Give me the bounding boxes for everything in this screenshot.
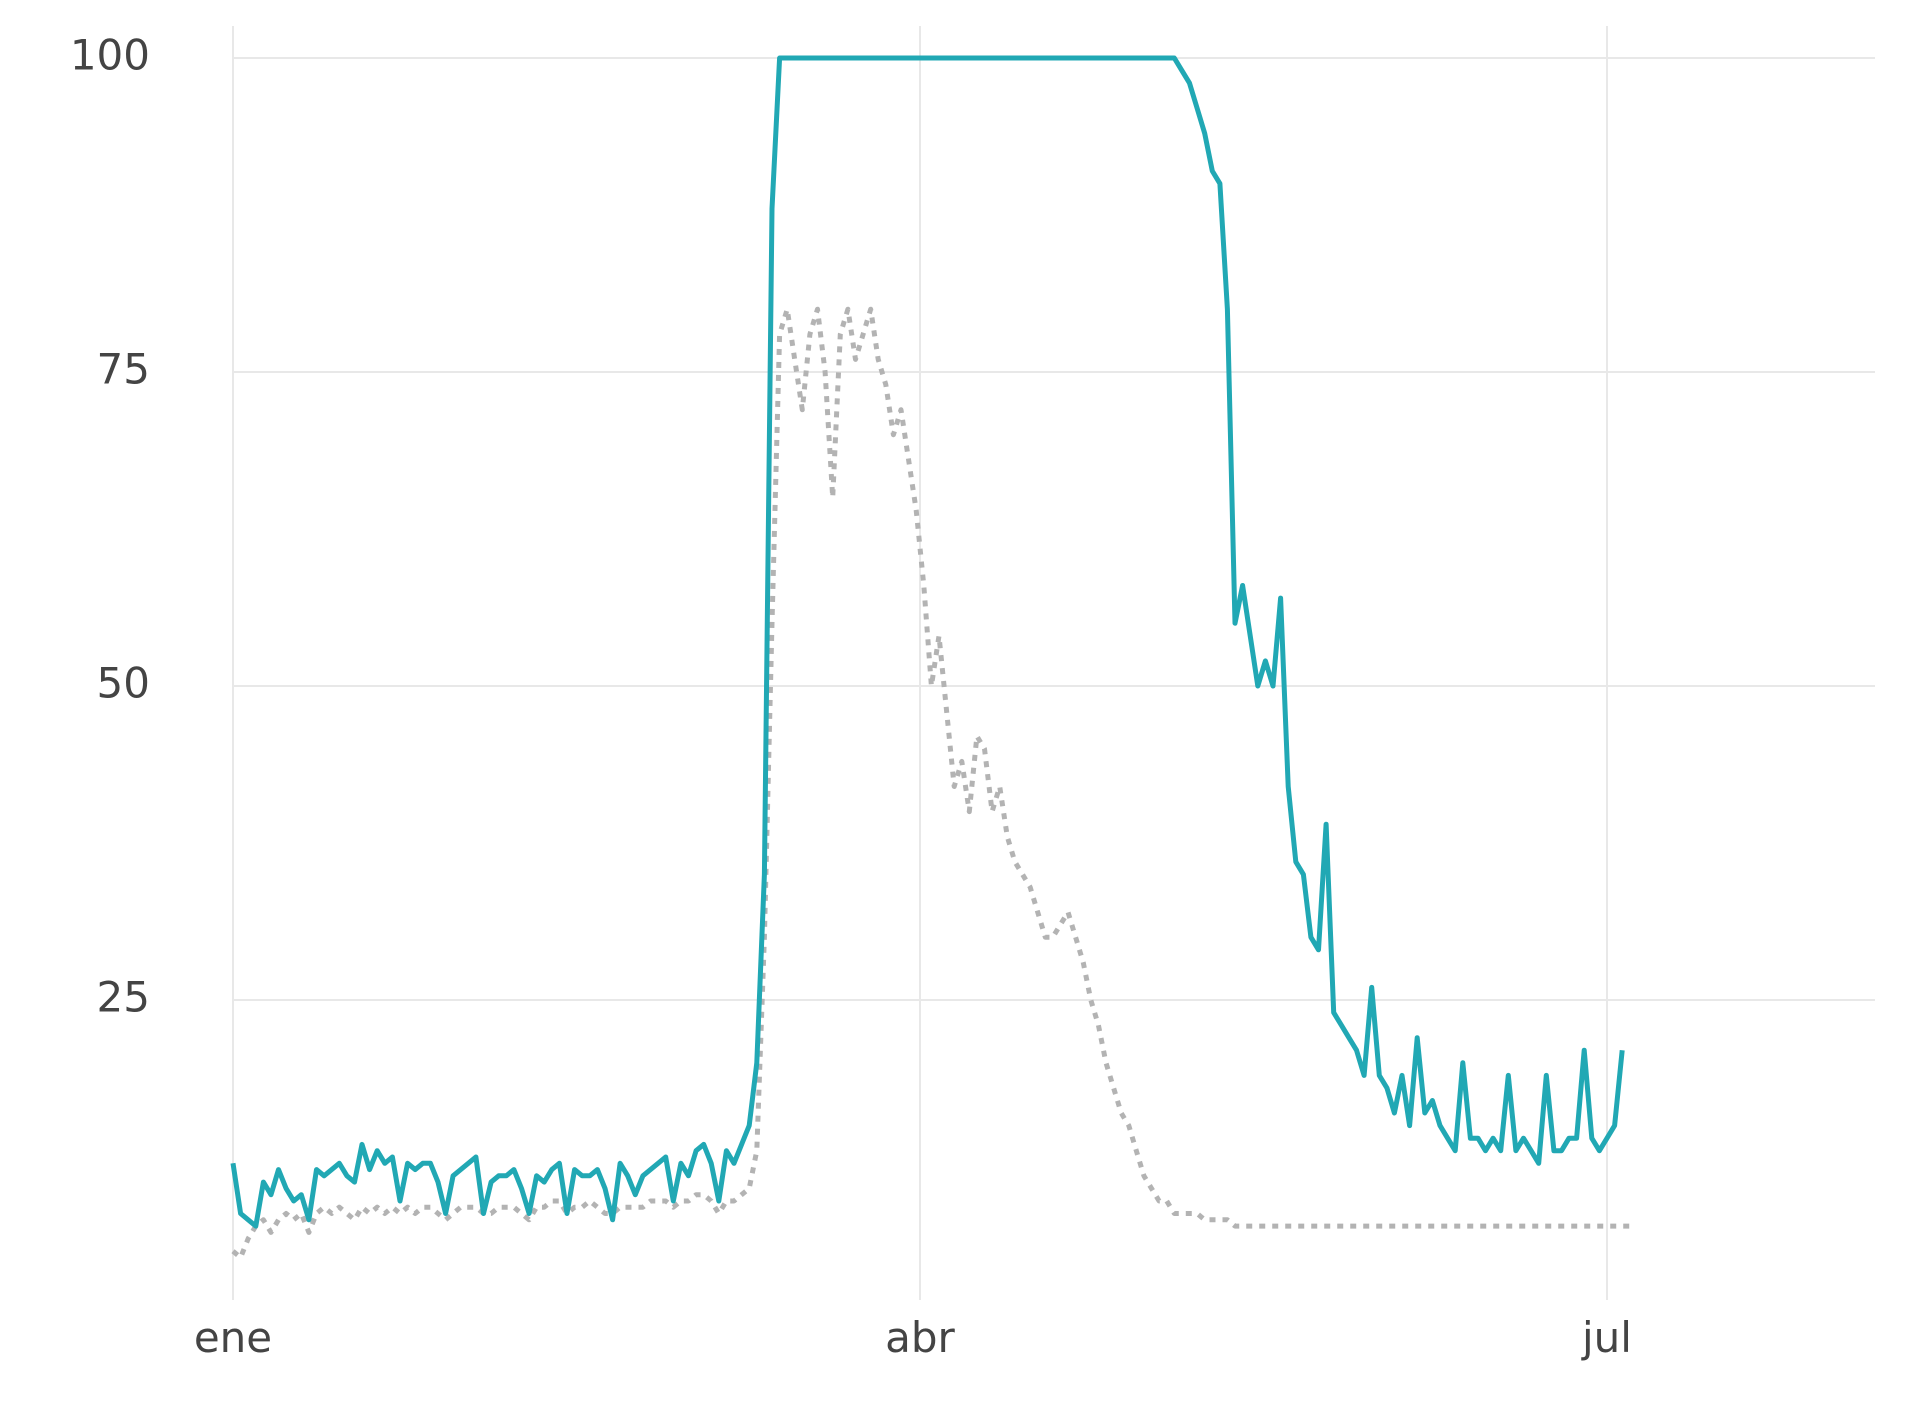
series-line-dotted xyxy=(231,306,1630,1260)
y-tick-label: 50 xyxy=(97,659,150,708)
x-tick-label: jul xyxy=(1581,1313,1632,1362)
grid xyxy=(232,26,1875,1300)
series-line-solid xyxy=(230,55,1625,1229)
x-tick-label: abr xyxy=(885,1313,955,1362)
x-tick-label: ene xyxy=(194,1313,272,1362)
y-tick-label: 75 xyxy=(97,345,150,394)
series-group xyxy=(230,55,1630,1260)
y-tick-label: 25 xyxy=(97,973,150,1022)
axes: 25 50 75 100 ene abr jul xyxy=(70,31,1632,1363)
y-tick-label: 100 xyxy=(70,31,150,80)
